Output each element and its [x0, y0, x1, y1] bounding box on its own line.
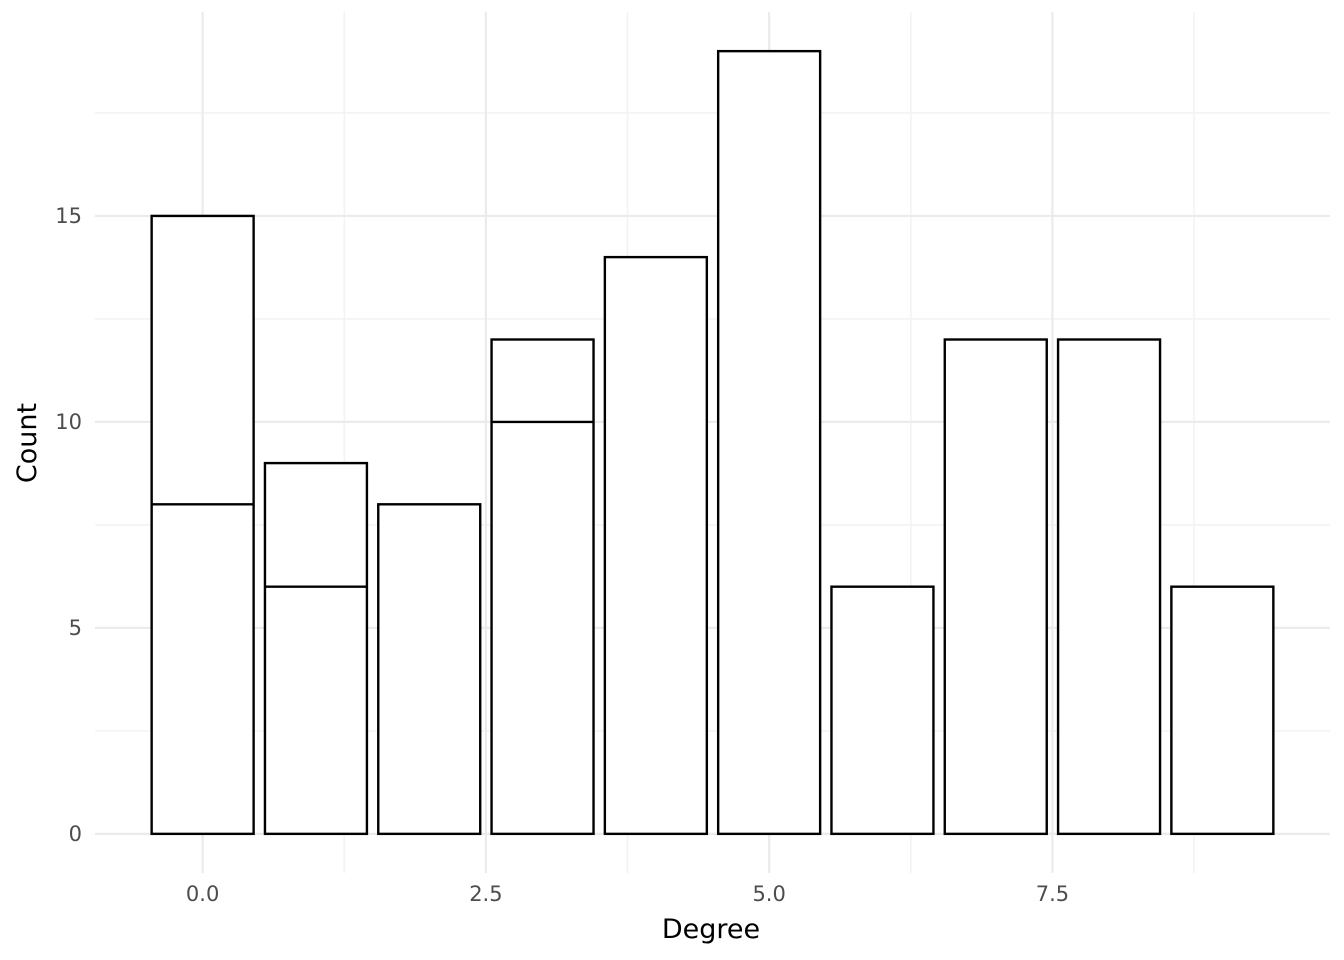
x-tick-label: 2.5 — [469, 882, 502, 906]
bar-degree-7 — [943, 338, 1048, 836]
x-tick-label: 0.0 — [186, 882, 219, 906]
bar-degree-0 — [150, 214, 255, 836]
bar-degree-3 — [490, 338, 595, 836]
bar-degree-4 — [603, 255, 709, 836]
bar-degree-2 — [377, 503, 482, 836]
y-axis-title: Count — [12, 403, 43, 483]
bar-degree-8 — [1056, 338, 1162, 836]
y-axis-ticks: 0 5 10 15 — [55, 204, 82, 846]
x-axis-ticks: 0.0 2.5 5.0 7.5 — [186, 882, 1069, 906]
x-tick-label: 5.0 — [752, 882, 785, 906]
y-tick-label: 0 — [69, 822, 82, 846]
bar-degree-1 — [263, 461, 369, 836]
y-tick-label: 5 — [69, 616, 82, 640]
bar-degree-5 — [716, 49, 822, 836]
bar-degree-9 — [1170, 585, 1275, 836]
x-tick-label: 7.5 — [1036, 882, 1069, 906]
bars — [150, 49, 1275, 836]
y-tick-label: 15 — [55, 204, 82, 228]
bar-degree-6 — [830, 585, 935, 836]
y-tick-label: 10 — [55, 410, 82, 434]
x-axis-title: Degree — [662, 914, 760, 945]
